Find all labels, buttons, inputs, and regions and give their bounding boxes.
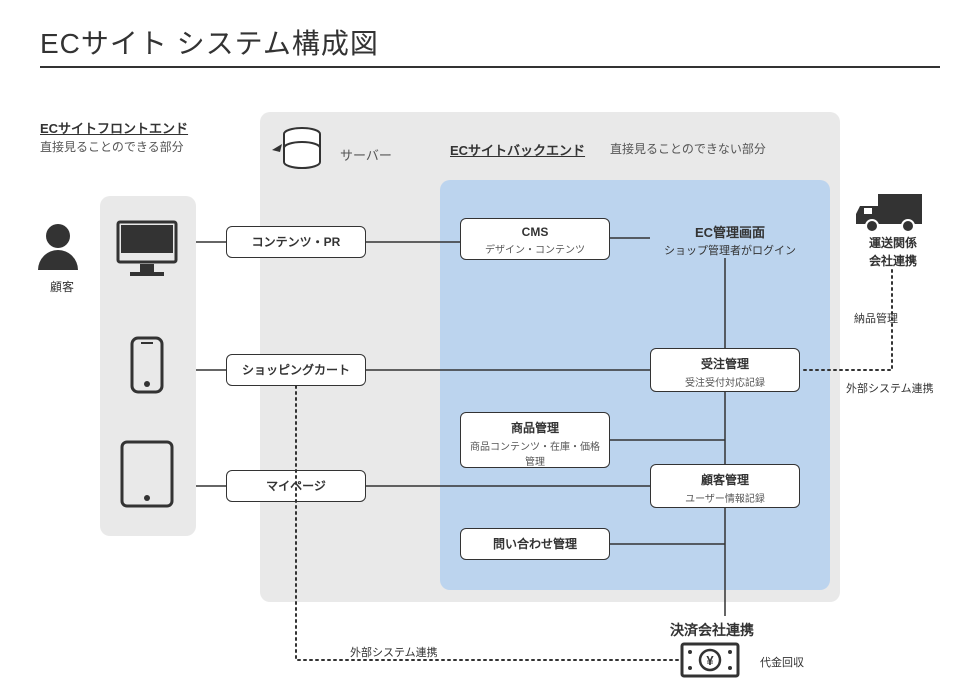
delivery-mgmt-label: 納品管理 [854,310,898,326]
node-mypage-title: マイページ [231,477,361,494]
node-content-pr: コンテンツ・PR [226,226,366,258]
frontend-heading: ECサイトフロントエンド [40,118,188,137]
title-underline [40,66,940,68]
shipping-label-2: 会社連携 [858,252,928,269]
server-label: サーバー [340,145,392,164]
node-inquiry-mgmt-title: 問い合わせ管理 [465,535,605,552]
node-product-mgmt: 商品管理 商品コンテンツ・在庫・価格管理 [460,412,610,468]
node-inquiry-mgmt: 問い合わせ管理 [460,528,610,560]
frontend-sub: 直接見ることのできる部分 [40,138,184,155]
customer-label: 顧客 [50,278,74,295]
shipping-label-1: 運送関係 [858,236,928,252]
ext-system-right-label: 外部システム連携 [846,380,934,396]
node-order-mgmt: 受注管理 受注受付対応記録 [650,348,800,392]
payment-collection-label: 代金回収 [760,654,804,670]
node-cms: CMS デザイン・コンテンツ [460,218,610,260]
node-order-mgmt-sub: 受注受付対応記録 [655,374,795,389]
node-product-mgmt-sub: 商品コンテンツ・在庫・価格管理 [465,438,605,468]
backend-heading: ECサイトバックエンド [450,140,585,159]
payment-partner-label: 決済会社連携 [670,620,754,640]
node-mypage: マイページ [226,470,366,502]
ext-system-bottom-label: 外部システム連携 [350,644,438,660]
node-customer-mgmt: 顧客管理 ユーザー情報記録 [650,464,800,508]
node-shopping-cart: ショッピングカート [226,354,366,386]
page-title: ECサイト システム構成図 [40,22,379,62]
node-shopping-cart-title: ショッピングカート [231,361,361,378]
backend-sub: 直接見ることのできない部分 [610,140,766,157]
admin-heading: EC管理画面 [650,222,810,241]
device-region [100,196,196,536]
node-product-mgmt-title: 商品管理 [465,419,605,436]
node-content-pr-title: コンテンツ・PR [231,233,361,250]
node-cms-sub: デザイン・コンテンツ [465,241,605,256]
admin-sub: ショップ管理者がログイン [650,242,810,258]
node-customer-mgmt-sub: ユーザー情報記録 [655,490,795,505]
node-cms-title: CMS [465,225,605,239]
node-order-mgmt-title: 受注管理 [655,355,795,372]
svg-text:¥: ¥ [706,653,714,668]
node-customer-mgmt-title: 顧客管理 [655,471,795,488]
